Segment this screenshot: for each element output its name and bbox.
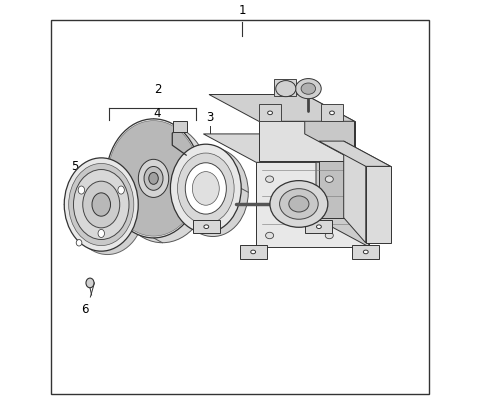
Ellipse shape [265, 176, 274, 182]
Ellipse shape [325, 232, 333, 239]
Ellipse shape [204, 225, 209, 228]
Polygon shape [193, 220, 220, 234]
Polygon shape [305, 220, 333, 234]
Ellipse shape [83, 181, 120, 228]
Ellipse shape [270, 181, 328, 227]
Ellipse shape [64, 158, 138, 251]
Ellipse shape [289, 196, 309, 212]
Polygon shape [240, 245, 267, 259]
Text: 5: 5 [72, 160, 79, 173]
Polygon shape [366, 166, 391, 243]
Polygon shape [352, 245, 379, 259]
Ellipse shape [71, 161, 144, 254]
Ellipse shape [330, 111, 335, 115]
Ellipse shape [121, 138, 186, 219]
Polygon shape [305, 94, 355, 161]
Polygon shape [321, 105, 343, 121]
Ellipse shape [111, 125, 196, 231]
FancyBboxPatch shape [173, 121, 187, 132]
Ellipse shape [265, 232, 274, 239]
Ellipse shape [119, 135, 188, 221]
Ellipse shape [115, 124, 210, 243]
Ellipse shape [86, 278, 94, 288]
Ellipse shape [109, 123, 198, 234]
Text: 1: 1 [238, 4, 246, 18]
Ellipse shape [78, 186, 84, 194]
Polygon shape [319, 141, 391, 166]
Ellipse shape [185, 163, 227, 214]
Polygon shape [344, 141, 366, 243]
Ellipse shape [325, 176, 333, 182]
Polygon shape [256, 162, 369, 247]
Ellipse shape [296, 79, 321, 98]
Polygon shape [209, 94, 355, 121]
Ellipse shape [170, 144, 241, 233]
Ellipse shape [279, 189, 318, 219]
Polygon shape [316, 134, 369, 247]
Ellipse shape [117, 133, 190, 224]
Ellipse shape [92, 193, 110, 216]
Ellipse shape [283, 86, 288, 90]
Polygon shape [259, 121, 355, 161]
Ellipse shape [115, 130, 192, 226]
Ellipse shape [106, 119, 201, 238]
Ellipse shape [276, 81, 296, 97]
Ellipse shape [251, 250, 255, 254]
Ellipse shape [73, 170, 129, 239]
Text: 2: 2 [154, 83, 161, 96]
Polygon shape [259, 105, 281, 121]
Polygon shape [319, 141, 344, 218]
Ellipse shape [113, 128, 194, 229]
Ellipse shape [363, 250, 368, 254]
Ellipse shape [192, 172, 219, 205]
Text: 4: 4 [154, 107, 161, 120]
Ellipse shape [138, 159, 168, 197]
Ellipse shape [76, 240, 82, 246]
Ellipse shape [125, 143, 182, 214]
Polygon shape [274, 79, 297, 96]
Ellipse shape [316, 225, 321, 228]
Polygon shape [204, 134, 369, 162]
Ellipse shape [178, 148, 248, 236]
Ellipse shape [69, 164, 134, 245]
Ellipse shape [118, 186, 124, 194]
Ellipse shape [301, 83, 315, 94]
Text: 3: 3 [206, 111, 213, 124]
Polygon shape [344, 141, 391, 166]
Ellipse shape [98, 230, 105, 237]
Ellipse shape [268, 111, 273, 115]
Ellipse shape [123, 140, 184, 217]
Text: 6: 6 [82, 303, 89, 316]
Ellipse shape [108, 120, 200, 236]
Ellipse shape [178, 153, 234, 224]
Ellipse shape [144, 166, 163, 190]
Ellipse shape [149, 173, 158, 184]
